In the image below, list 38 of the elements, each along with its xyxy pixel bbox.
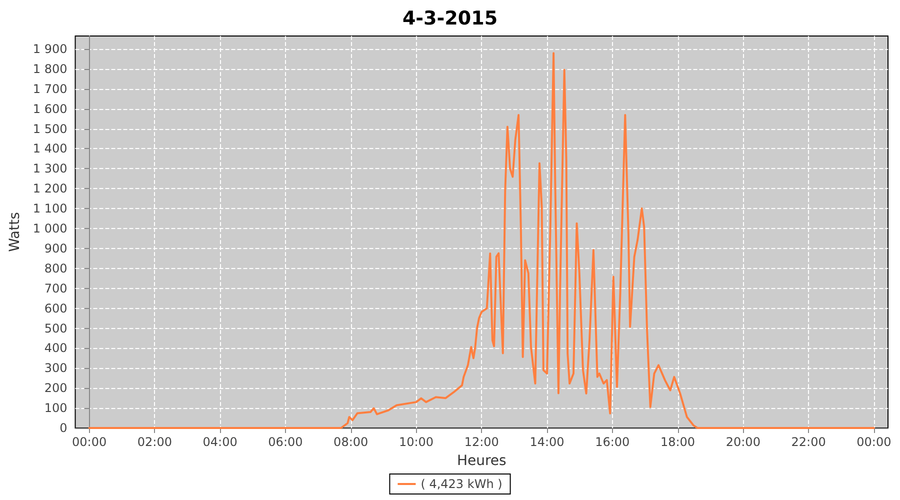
chart-title: 4-3-2015 [402, 8, 498, 30]
y-tick-label: 600 [44, 301, 68, 316]
y-tick-label: 1 500 [32, 122, 68, 136]
y-tick-label: 200 [44, 381, 68, 396]
x-tick-label: 14:00 [530, 435, 564, 449]
x-tick-label: 20:00 [726, 435, 760, 449]
y-tick-label: 300 [44, 361, 68, 376]
y-tick-label: 1 300 [32, 162, 68, 176]
x-axis-title: Heures [456, 453, 506, 469]
y-tick-label: 1 800 [32, 62, 68, 76]
x-tick-label: 06:00 [268, 435, 303, 449]
y-tick-label: 1 400 [32, 142, 68, 156]
x-tick-label: 10:00 [398, 435, 434, 449]
x-tick-label: 00:00 [72, 435, 107, 449]
legend-label: ( 4,423 kWh ) [420, 477, 502, 491]
y-tick-label: 1 100 [32, 202, 68, 216]
x-tick-label: 02:00 [137, 435, 172, 449]
y-tick-label: 1 600 [32, 102, 68, 116]
y-tick-label: 800 [44, 261, 68, 276]
x-tick-label: 04:00 [202, 435, 238, 449]
x-tick-label: 12:00 [464, 435, 499, 449]
x-tick-label: 00:00 [856, 435, 892, 449]
y-tick-label: 0 [60, 421, 68, 435]
line-series [88, 52, 875, 429]
y-tick-label: 1 200 [32, 182, 68, 196]
y-axis-title: Watts [7, 212, 23, 252]
x-tick-label: 08:00 [334, 435, 368, 449]
y-tick-label: 500 [44, 321, 68, 336]
y-tick-label: 900 [44, 241, 68, 256]
y-tick-label: 100 [44, 401, 68, 416]
y-tick-label: 1 900 [32, 42, 68, 56]
x-tick-label: 22:00 [791, 435, 826, 449]
y-tick-label: 400 [44, 341, 68, 356]
y-tick-label: 700 [44, 281, 68, 296]
x-tick-label: 18:00 [660, 435, 696, 449]
x-tick-label: 16:00 [595, 435, 630, 449]
y-tick-label: 1 000 [32, 222, 68, 236]
y-tick-label: 1 700 [32, 82, 68, 96]
